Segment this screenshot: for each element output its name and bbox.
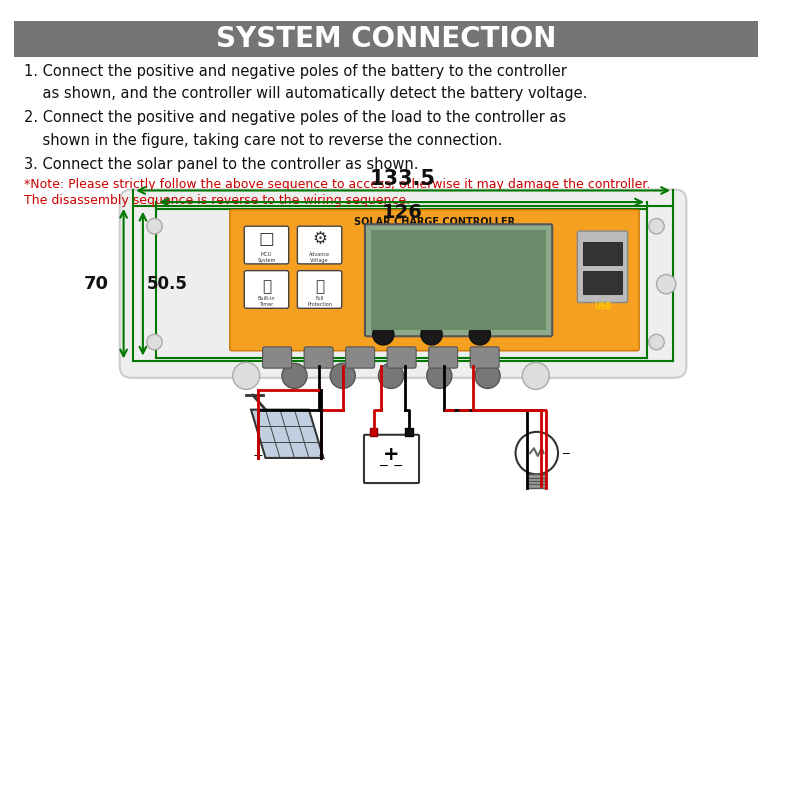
Text: *Note: Please strictly follow the above sequence to access, otherwise it may dam: *Note: Please strictly follow the above … [24,178,650,191]
Circle shape [421,324,442,345]
Circle shape [522,362,550,390]
FancyBboxPatch shape [298,270,342,308]
FancyBboxPatch shape [304,347,333,368]
Circle shape [515,432,558,474]
Circle shape [146,334,162,350]
FancyBboxPatch shape [583,270,622,294]
FancyBboxPatch shape [370,428,378,436]
FancyBboxPatch shape [364,434,419,483]
Circle shape [475,363,500,389]
Circle shape [426,363,452,389]
Text: ⏱: ⏱ [262,279,271,294]
Text: SOLAR CHARGE CONTROLLER: SOLAR CHARGE CONTROLLER [354,217,515,226]
FancyBboxPatch shape [387,347,416,368]
Text: 🔒: 🔒 [315,279,324,294]
Text: Advance
Voltage: Advance Voltage [309,252,330,262]
Text: 70: 70 [84,274,109,293]
FancyBboxPatch shape [370,230,546,330]
Text: +: + [253,449,263,462]
Text: SYSTEM CONNECTION: SYSTEM CONNECTION [216,25,556,53]
Text: ⚙: ⚙ [312,230,327,248]
Text: 1. Connect the positive and negative poles of the battery to the controller
    : 1. Connect the positive and negative pol… [24,64,587,102]
Circle shape [373,324,394,345]
FancyBboxPatch shape [120,190,686,378]
Circle shape [282,363,307,389]
Text: Built-in
Timer: Built-in Timer [258,296,275,307]
Text: □: □ [258,230,274,248]
Circle shape [330,363,355,389]
FancyBboxPatch shape [298,226,342,264]
Circle shape [470,324,490,345]
FancyBboxPatch shape [583,242,622,265]
FancyBboxPatch shape [346,347,374,368]
FancyBboxPatch shape [470,347,499,368]
Text: 2. Connect the positive and negative poles of the load to the controller as
    : 2. Connect the positive and negative pol… [24,110,566,147]
Text: 126: 126 [382,203,423,222]
Circle shape [649,334,664,350]
Circle shape [657,274,676,294]
FancyBboxPatch shape [244,270,289,308]
Text: 50.5: 50.5 [146,274,188,293]
FancyBboxPatch shape [429,347,458,368]
Polygon shape [251,410,323,458]
Text: ─: ─ [562,448,569,458]
FancyBboxPatch shape [14,21,758,58]
Text: USB: USB [594,302,611,311]
Text: MCU
System: MCU System [258,252,276,262]
Circle shape [146,218,162,234]
FancyBboxPatch shape [365,224,552,336]
FancyBboxPatch shape [578,231,627,302]
Text: The disassembly sequence is reverse to the wiring sequence.: The disassembly sequence is reverse to t… [24,194,410,207]
Circle shape [649,218,664,234]
FancyBboxPatch shape [262,347,291,368]
FancyBboxPatch shape [244,226,289,264]
Circle shape [378,363,403,389]
Text: -: - [318,449,322,462]
Text: 133.5: 133.5 [370,169,436,189]
Text: +: + [382,445,399,463]
FancyBboxPatch shape [406,428,414,436]
Circle shape [233,362,260,390]
Bar [527,474,546,488]
Text: 3. Connect the solar panel to the controller as shown.: 3. Connect the solar panel to the contro… [24,157,418,172]
Text: Full
Protection: Full Protection [307,296,332,307]
FancyBboxPatch shape [230,210,639,350]
Text: ─  ─: ─ ─ [379,460,402,473]
